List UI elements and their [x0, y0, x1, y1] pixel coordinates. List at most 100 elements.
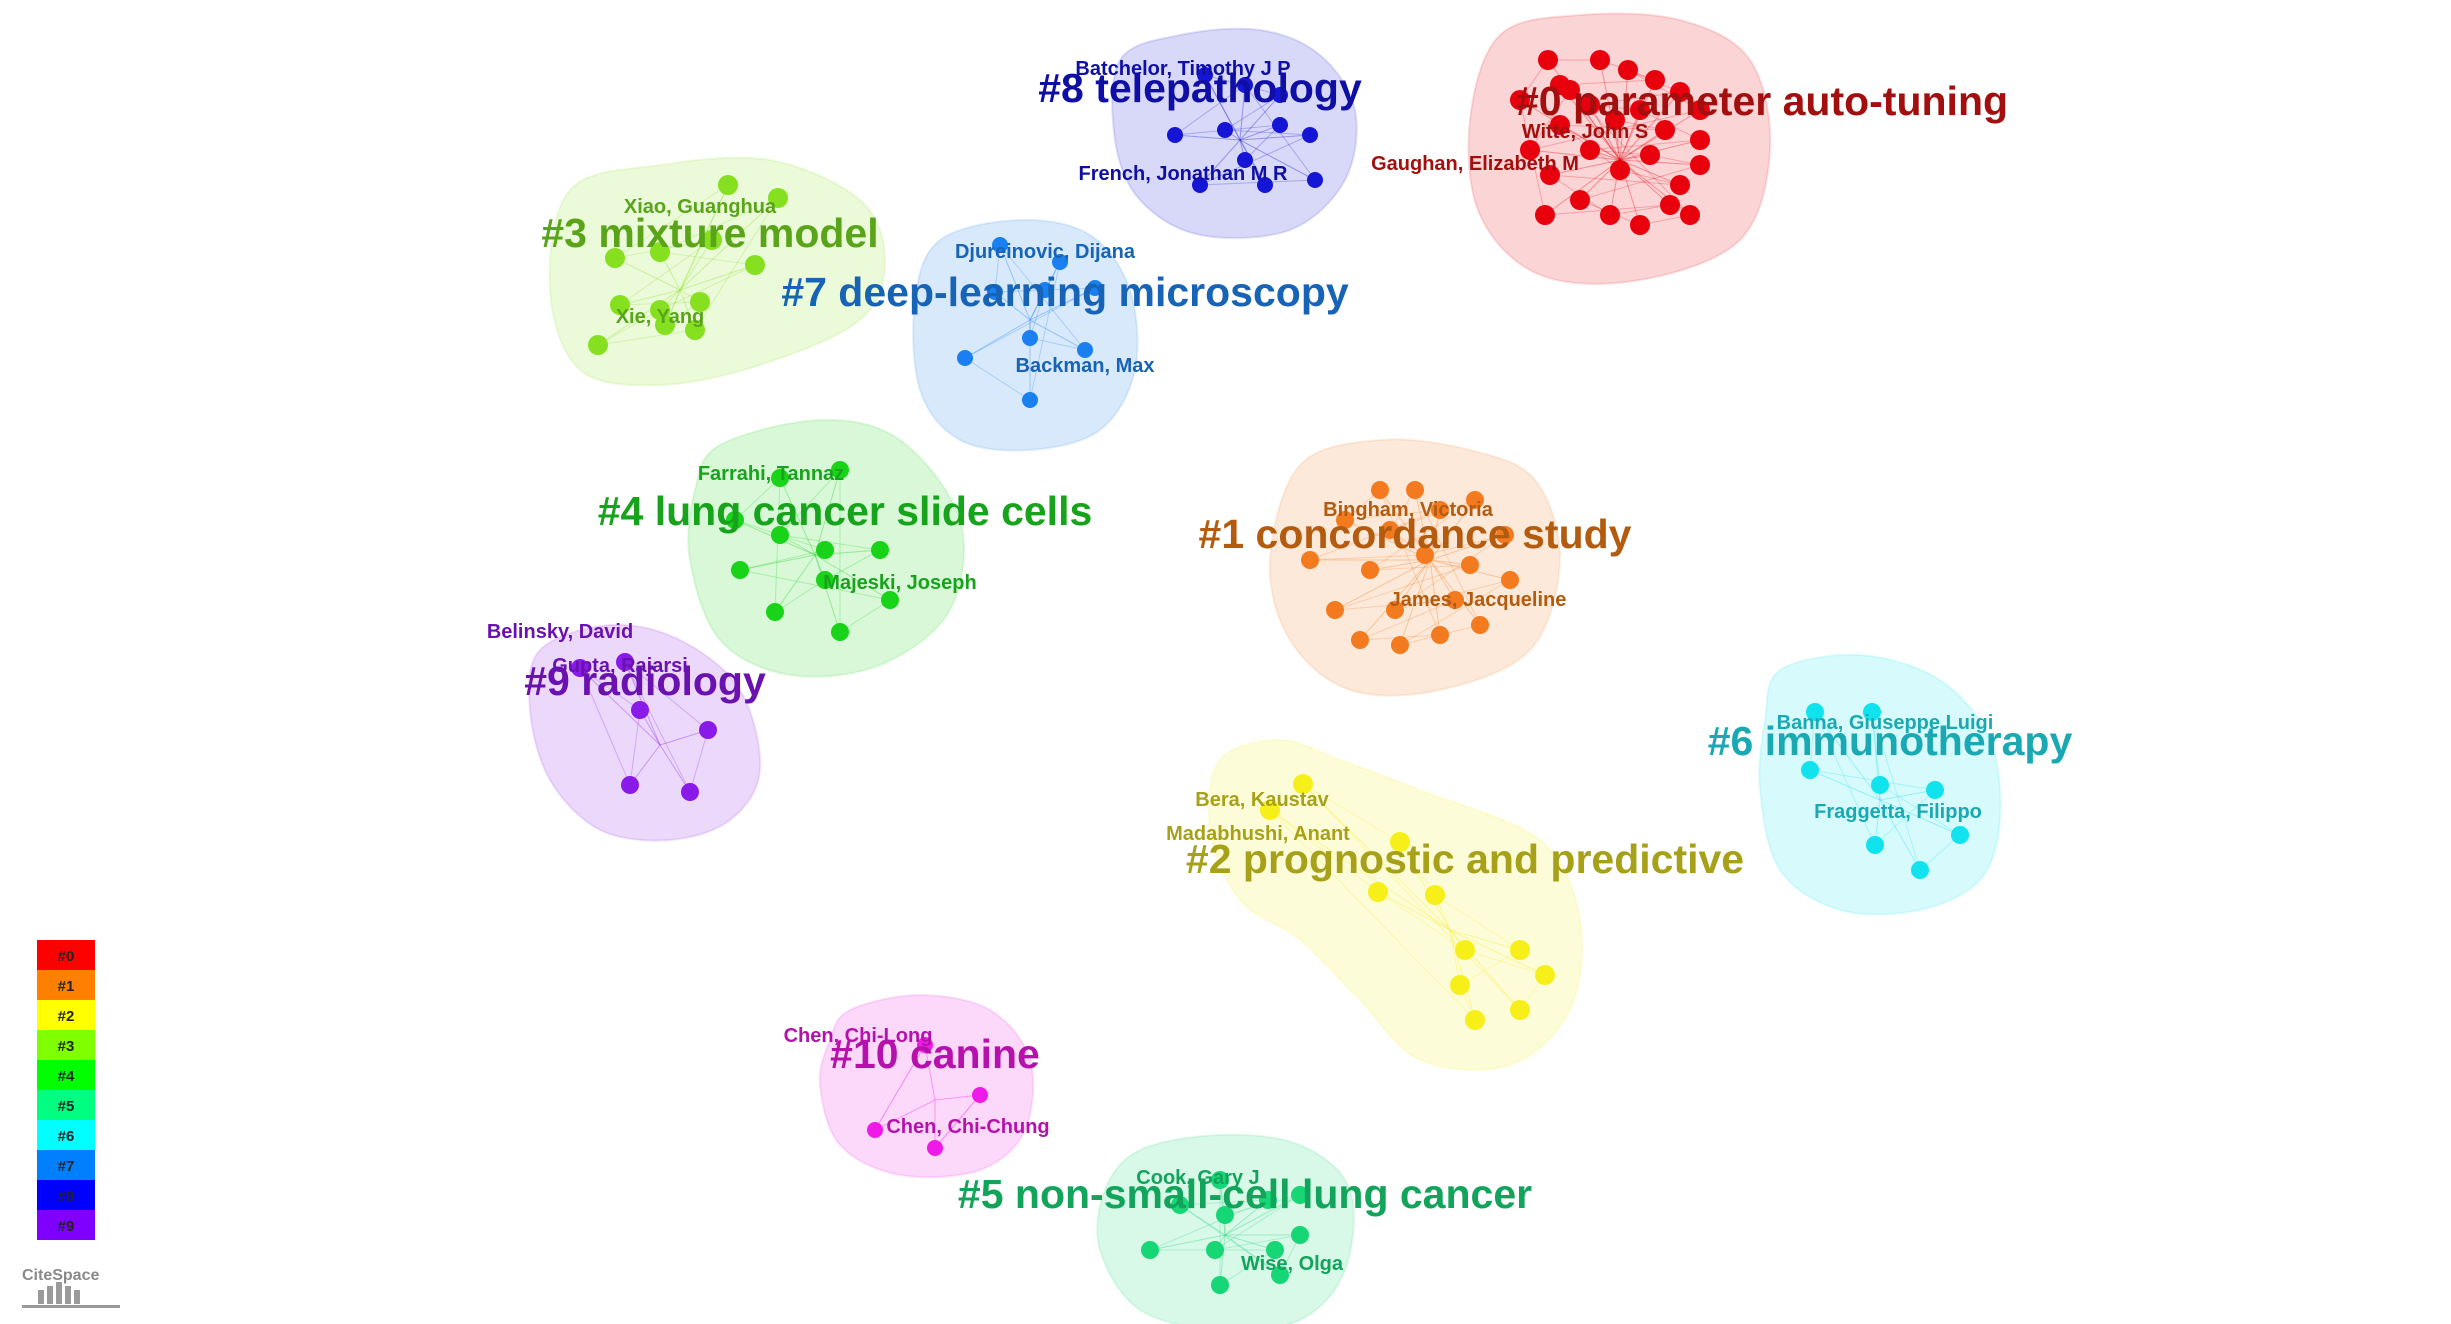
author-node[interactable]	[1580, 95, 1600, 115]
author-node[interactable]	[718, 175, 738, 195]
author-node[interactable]	[1560, 80, 1580, 100]
author-node[interactable]	[1301, 551, 1319, 569]
author-node[interactable]	[1520, 140, 1540, 160]
author-node[interactable]	[881, 591, 899, 609]
author-node[interactable]	[731, 561, 749, 579]
author-node[interactable]	[1087, 280, 1103, 296]
author-node[interactable]	[655, 315, 675, 335]
author-node[interactable]	[1655, 120, 1675, 140]
author-node[interactable]	[588, 335, 608, 355]
author-node[interactable]	[1645, 70, 1665, 90]
author-node[interactable]	[1640, 145, 1660, 165]
author-node[interactable]	[1326, 601, 1344, 619]
author-node[interactable]	[766, 603, 784, 621]
author-node[interactable]	[816, 571, 834, 589]
author-node[interactable]	[1272, 87, 1288, 103]
author-node[interactable]	[1211, 1276, 1229, 1294]
author-node[interactable]	[1926, 781, 1944, 799]
author-node[interactable]	[1052, 254, 1068, 270]
author-node[interactable]	[1266, 1241, 1284, 1259]
author-node[interactable]	[1351, 631, 1369, 649]
author-node[interactable]	[685, 320, 705, 340]
author-node[interactable]	[771, 526, 789, 544]
author-node[interactable]	[1690, 155, 1710, 175]
author-node[interactable]	[1272, 117, 1288, 133]
author-node[interactable]	[702, 230, 722, 250]
author-node[interactable]	[1450, 975, 1470, 995]
author-node[interactable]	[1610, 160, 1630, 180]
author-node[interactable]	[1307, 172, 1323, 188]
author-node[interactable]	[1386, 601, 1404, 619]
author-node[interactable]	[1605, 110, 1625, 130]
author-node[interactable]	[1690, 130, 1710, 150]
author-node[interactable]	[1037, 282, 1053, 298]
author-node[interactable]	[1510, 90, 1530, 110]
author-node[interactable]	[1911, 861, 1929, 879]
author-node[interactable]	[768, 188, 788, 208]
author-node[interactable]	[1192, 177, 1208, 193]
author-node[interactable]	[1406, 481, 1424, 499]
author-node[interactable]	[1535, 205, 1555, 225]
author-node[interactable]	[1510, 1000, 1530, 1020]
author-node[interactable]	[1237, 77, 1253, 93]
author-node[interactable]	[1391, 636, 1409, 654]
author-node[interactable]	[1022, 392, 1038, 408]
author-node[interactable]	[1302, 127, 1318, 143]
author-node[interactable]	[1466, 491, 1484, 509]
author-node[interactable]	[1211, 1171, 1229, 1189]
author-node[interactable]	[1259, 1191, 1277, 1209]
author-node[interactable]	[1260, 800, 1280, 820]
author-node[interactable]	[1510, 940, 1530, 960]
author-node[interactable]	[1336, 511, 1354, 529]
author-node[interactable]	[1670, 175, 1690, 195]
author-node[interactable]	[831, 623, 849, 641]
author-node[interactable]	[1371, 481, 1389, 499]
author-node[interactable]	[1680, 205, 1700, 225]
author-node[interactable]	[1535, 965, 1555, 985]
author-node[interactable]	[1590, 50, 1610, 70]
author-node[interactable]	[987, 284, 1003, 300]
author-node[interactable]	[650, 242, 670, 262]
author-node[interactable]	[621, 776, 639, 794]
author-node[interactable]	[745, 255, 765, 275]
author-node[interactable]	[1197, 67, 1213, 83]
author-node[interactable]	[1455, 940, 1475, 960]
author-node[interactable]	[1580, 140, 1600, 160]
author-node[interactable]	[1368, 882, 1388, 902]
author-node[interactable]	[1690, 100, 1710, 120]
author-node[interactable]	[631, 701, 649, 719]
author-node[interactable]	[1446, 591, 1464, 609]
author-node[interactable]	[699, 721, 717, 739]
author-node[interactable]	[1630, 100, 1650, 120]
author-node[interactable]	[1216, 1206, 1234, 1224]
author-node[interactable]	[1390, 832, 1410, 852]
author-node[interactable]	[816, 541, 834, 559]
author-node[interactable]	[1496, 526, 1514, 544]
author-node[interactable]	[917, 1037, 933, 1053]
author-node[interactable]	[1431, 626, 1449, 644]
author-node[interactable]	[867, 1122, 883, 1138]
author-node[interactable]	[1670, 82, 1690, 102]
author-node[interactable]	[1077, 342, 1093, 358]
author-node[interactable]	[1461, 556, 1479, 574]
author-node[interactable]	[831, 461, 849, 479]
author-node[interactable]	[1416, 546, 1434, 564]
author-node[interactable]	[1863, 703, 1881, 721]
author-node[interactable]	[1167, 127, 1183, 143]
author-node[interactable]	[1570, 190, 1590, 210]
author-node[interactable]	[681, 783, 699, 801]
author-node[interactable]	[1293, 774, 1313, 794]
author-node[interactable]	[1801, 761, 1819, 779]
author-node[interactable]	[1291, 1186, 1309, 1204]
author-node[interactable]	[972, 1087, 988, 1103]
author-node[interactable]	[992, 237, 1008, 253]
author-node[interactable]	[1538, 50, 1558, 70]
author-node[interactable]	[1141, 1241, 1159, 1259]
author-node[interactable]	[1600, 205, 1620, 225]
author-node[interactable]	[571, 659, 589, 677]
author-node[interactable]	[1806, 703, 1824, 721]
author-node[interactable]	[771, 469, 789, 487]
author-node[interactable]	[1471, 616, 1489, 634]
author-node[interactable]	[927, 1140, 943, 1156]
author-node[interactable]	[1257, 177, 1273, 193]
